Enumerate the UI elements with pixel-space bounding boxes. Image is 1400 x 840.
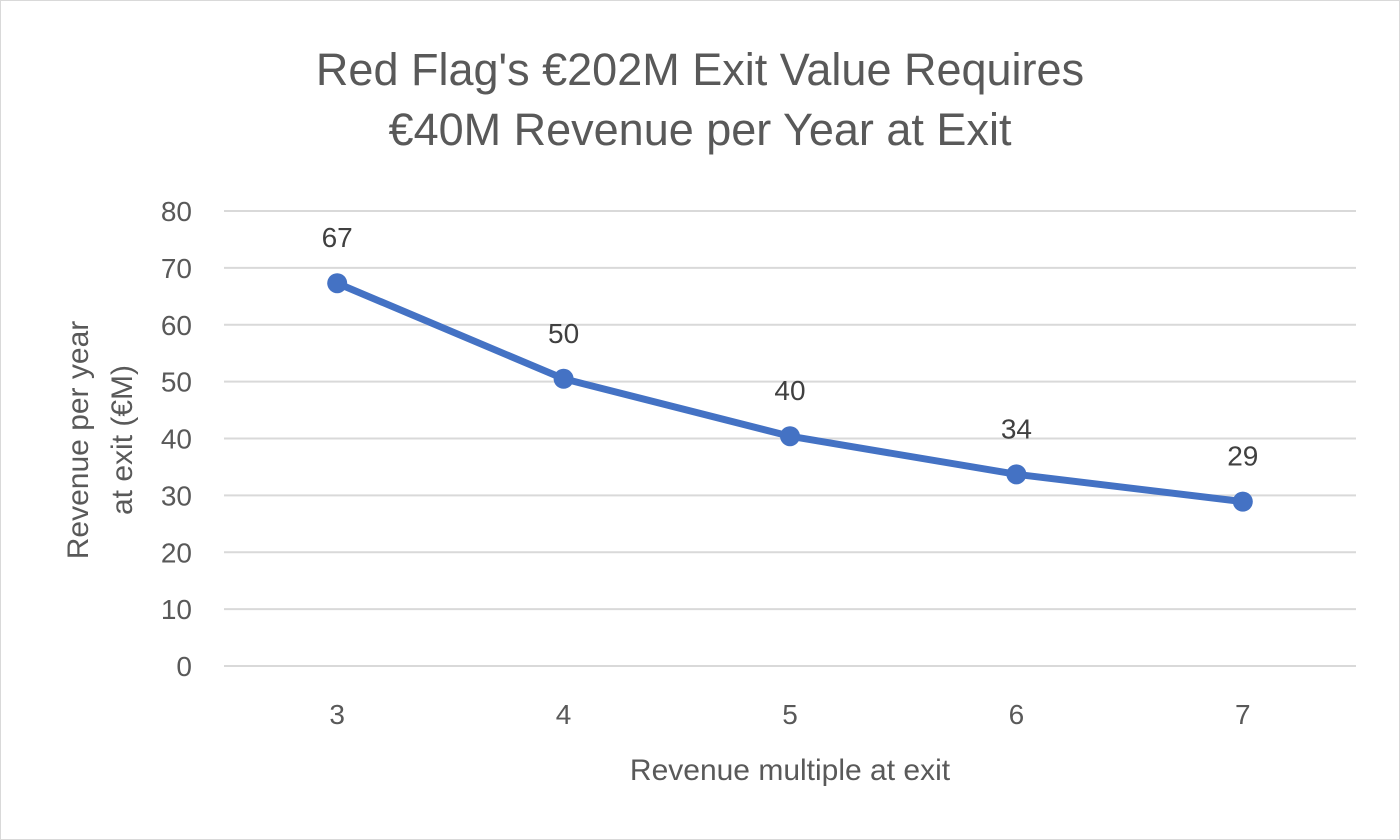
- y-tick-label: 0: [176, 651, 192, 682]
- x-tick-label: 7: [1235, 699, 1251, 730]
- x-axis-title: Revenue multiple at exit: [630, 754, 951, 787]
- y-tick-label: 80: [161, 196, 192, 227]
- y-tick-label: 70: [161, 253, 192, 284]
- series-markers: [327, 273, 1253, 512]
- x-tick-label: 3: [329, 699, 345, 730]
- chart-title-line-1: Red Flag's €202M Exit Value Requires: [315, 44, 1085, 95]
- data-point-marker: [553, 368, 574, 389]
- y-tick-label: 30: [161, 480, 192, 511]
- y-axis-title-line-1: Revenue per year: [62, 321, 95, 559]
- data-point-marker: [780, 426, 800, 447]
- y-tick-label: 50: [161, 367, 192, 398]
- y-tick-label: 20: [161, 537, 192, 568]
- data-label: 50: [548, 318, 579, 349]
- x-tick-label: 6: [1009, 699, 1025, 730]
- x-tick-label: 4: [556, 699, 572, 730]
- data-label: 67: [322, 222, 353, 253]
- data-point-marker: [1232, 491, 1253, 512]
- x-axis-tick-labels: 3 4 5 6 7: [329, 699, 1250, 730]
- data-label: 34: [1001, 413, 1032, 444]
- data-point-marker: [327, 273, 348, 294]
- y-axis-title: Revenue per year at exit (€M): [62, 321, 139, 559]
- data-label: 29: [1227, 441, 1258, 472]
- data-point-marker: [1006, 464, 1027, 485]
- y-axis-tick-labels: 0 10 20 30 40 50 60 70 80: [161, 196, 192, 682]
- data-label: 40: [774, 375, 805, 406]
- y-axis-title-line-2: at exit (€M): [106, 365, 139, 515]
- data-labels: 67 50 40 34 29: [322, 222, 1259, 471]
- x-tick-label: 5: [782, 699, 798, 730]
- chart-title: Red Flag's €202M Exit Value Requires €40…: [0, 40, 1400, 160]
- y-tick-label: 40: [161, 424, 192, 455]
- y-tick-label: 60: [161, 310, 192, 341]
- chart-title-line-2: €40M Revenue per Year at Exit: [388, 104, 1012, 155]
- y-tick-label: 10: [161, 594, 192, 625]
- gridlines: [224, 210, 1356, 667]
